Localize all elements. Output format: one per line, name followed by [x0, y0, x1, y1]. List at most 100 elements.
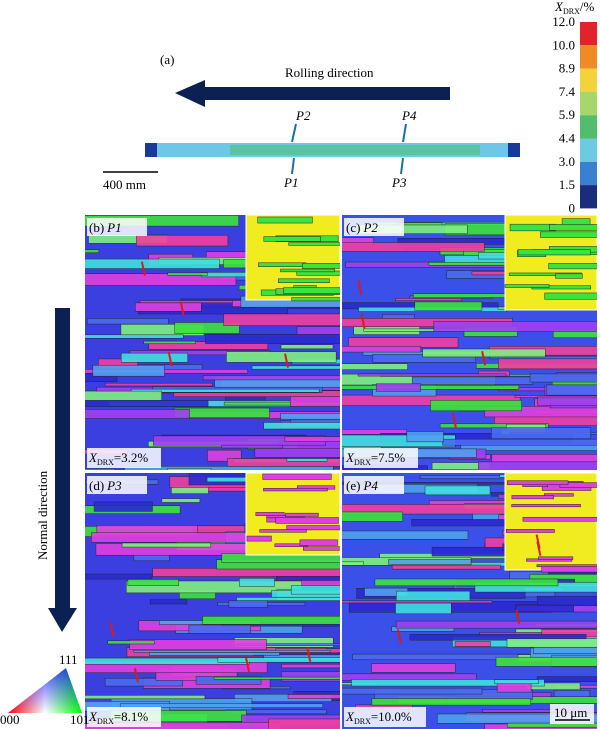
inset-band — [504, 284, 550, 288]
grain-band — [286, 458, 328, 462]
red-arrow — [284, 353, 290, 368]
grain-band — [93, 501, 153, 512]
inset-band — [549, 224, 597, 231]
colorbar-tick: 7.4 — [559, 84, 576, 99]
panel-label: (e) P4 — [346, 478, 378, 493]
panel-letter: (b) — [89, 220, 104, 235]
grain-band — [536, 595, 597, 607]
xdrx-sub: DRX — [354, 458, 371, 467]
grain-band — [104, 382, 213, 387]
grain-band — [342, 242, 485, 252]
xdrx-label: XDRX=7.5% — [345, 450, 405, 467]
panel-letter: (d) — [89, 478, 104, 493]
grain-band — [514, 395, 597, 398]
grain-band — [161, 498, 201, 503]
grain-band — [494, 679, 539, 685]
grain-band — [149, 599, 188, 605]
inset-band — [283, 287, 340, 294]
point-arrow — [402, 123, 407, 143]
inset-band — [286, 525, 340, 531]
grain-band — [348, 337, 459, 348]
strip-end — [508, 143, 520, 157]
label-box — [344, 448, 418, 468]
label-box — [87, 448, 161, 468]
colorbar-tick: 0 — [569, 200, 576, 215]
grain-band — [195, 676, 262, 685]
point-label: P4 — [401, 108, 417, 123]
inset-band — [507, 480, 569, 486]
normal-arrow-head — [48, 608, 77, 632]
inset-band — [511, 495, 554, 500]
ebsd-map — [342, 215, 597, 470]
grain-band — [85, 273, 237, 286]
inset-band — [299, 539, 338, 546]
grain-band — [414, 301, 483, 311]
grain-band — [424, 485, 491, 496]
colorbar-tick: 12.0 — [552, 14, 575, 29]
grain-band — [342, 600, 493, 604]
grain-band — [223, 313, 340, 326]
grain-band — [391, 564, 501, 570]
grain-band — [342, 511, 403, 522]
colorbar-segment — [580, 91, 597, 116]
grain-band — [127, 579, 179, 586]
grain-band — [107, 640, 155, 645]
grain-band — [342, 363, 408, 370]
grain-band — [280, 413, 340, 420]
arrow-label: Rolling direction — [285, 65, 374, 80]
xdrx-value: =10.0% — [371, 709, 412, 724]
normal-arrow — [55, 308, 70, 608]
xdrx-x: X — [345, 450, 355, 465]
red-arrow — [245, 657, 251, 673]
xdrx-label: XDRX=3.2% — [88, 450, 148, 467]
inset-band — [258, 262, 307, 267]
colorbar-segment — [580, 185, 597, 209]
grain-band — [478, 461, 597, 470]
grain-band — [85, 215, 239, 227]
grain-band — [290, 585, 340, 595]
grain-band — [491, 454, 597, 463]
grain-band — [167, 272, 208, 276]
red-arrow — [109, 622, 115, 637]
grain-band — [85, 334, 184, 339]
grain-band — [547, 570, 597, 575]
red-arrow — [357, 280, 363, 295]
scale-label: 10 μm — [554, 705, 587, 720]
grain-band — [152, 567, 340, 577]
grain-band — [552, 328, 597, 339]
inset-band — [536, 564, 597, 568]
red-arrow — [535, 534, 541, 549]
inset-band — [538, 556, 574, 560]
grain-band — [205, 334, 340, 344]
grain-band — [202, 375, 340, 381]
grain-band — [207, 449, 242, 462]
inset-band — [275, 517, 339, 524]
grain-band — [537, 396, 597, 406]
inset-band — [548, 263, 597, 270]
inset-band — [544, 292, 597, 300]
point-arrow — [291, 157, 295, 175]
grain-band — [342, 530, 469, 540]
xdrx-x: X — [88, 450, 98, 465]
ebsd-map — [85, 215, 340, 470]
inset-band — [540, 231, 597, 238]
grain-band — [85, 409, 190, 419]
xdrx-value: =3.2% — [114, 450, 149, 465]
xdrx-label: XDRX=8.1% — [88, 709, 148, 726]
grain-band — [529, 373, 597, 383]
point-arrow — [291, 123, 297, 143]
grain-band — [342, 687, 483, 695]
grain-band — [342, 561, 364, 566]
grain-band — [135, 302, 202, 312]
inset-band — [505, 529, 555, 533]
red-arrow — [451, 413, 457, 428]
label-box — [344, 476, 404, 494]
grain-band — [375, 383, 421, 392]
inset-band — [522, 517, 597, 522]
inset-band — [288, 242, 340, 246]
ipf-label: 101 — [70, 712, 90, 727]
panel-label: (b) P1 — [89, 220, 122, 235]
